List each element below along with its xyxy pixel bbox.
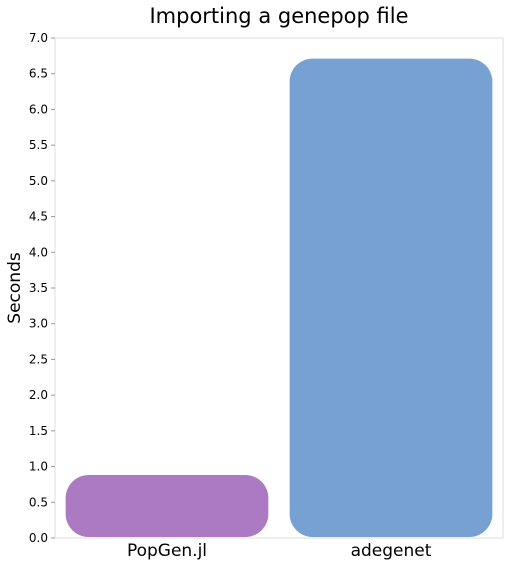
y-tick-label: 5.5 [29, 138, 48, 152]
bar-popgen-jl [65, 475, 269, 537]
y-tick-label: 3.0 [29, 317, 48, 331]
bar-group [65, 58, 493, 537]
y-axis: 0.0 0.5 1.0 1.5 2.0 2.5 3.0 3.5 4.0 4.5 5.0 5.5 6.0 6… [29, 31, 55, 545]
y-tick-label: 1.5 [29, 424, 48, 438]
x-tick-label: PopGen.jl [127, 541, 207, 561]
chart-title: Importing a genepop file [149, 4, 408, 28]
x-axis: PopGen.jl adegenet [127, 541, 432, 561]
bar-adegenet [289, 58, 493, 537]
y-tick-label: 0.5 [29, 495, 48, 509]
y-tick-label: 2.5 [29, 352, 48, 366]
y-tick-label: 6.5 [29, 67, 48, 81]
y-tick-label: 1.0 [29, 460, 48, 474]
y-tick-label: 0.0 [29, 531, 48, 545]
x-tick-label: adegenet [351, 541, 432, 561]
y-tick-label: 3.5 [29, 281, 48, 295]
y-tick-label: 4.0 [29, 245, 48, 259]
y-tick-label: 7.0 [29, 31, 48, 45]
y-tick-label: 6.0 [29, 102, 48, 116]
y-tick-label: 2.0 [29, 388, 48, 402]
y-tick-label: 4.5 [29, 210, 48, 224]
y-axis-label: Seconds [5, 252, 25, 324]
y-tick-label: 5.0 [29, 174, 48, 188]
